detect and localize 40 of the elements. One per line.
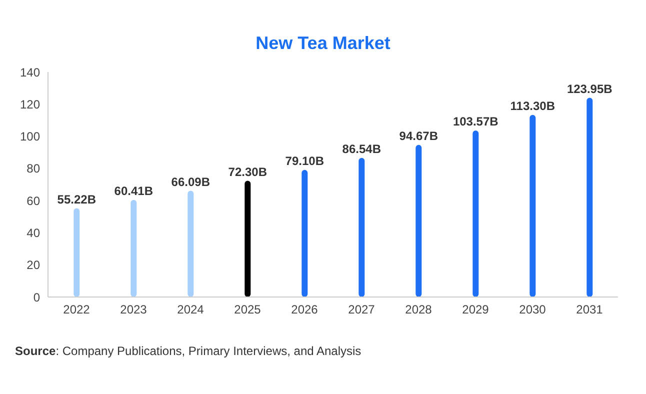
- x-tick-label: 2029: [462, 302, 490, 317]
- data-label: 86.54B: [342, 142, 382, 156]
- bar: [586, 98, 593, 297]
- x-tick-label: 2024: [177, 302, 204, 317]
- y-tick-label: 80: [26, 162, 40, 176]
- bar: [130, 200, 137, 297]
- bar: [244, 180, 251, 297]
- data-label: 103.57B: [452, 114, 499, 129]
- data-label: 55.22B: [57, 192, 96, 206]
- y-tick-label: 20: [26, 258, 40, 272]
- data-label: 113.30B: [510, 98, 556, 113]
- bar: [472, 130, 479, 297]
- x-tick-label: 2026: [291, 302, 318, 317]
- x-tick-label: 2028: [405, 302, 432, 317]
- x-tick-label: 2022: [63, 302, 90, 317]
- bar: [74, 208, 80, 297]
- bar: [302, 170, 308, 297]
- data-label: 60.41B: [114, 184, 154, 198]
- data-label: 94.67B: [399, 128, 438, 143]
- data-label: 72.30B: [228, 164, 268, 179]
- data-label: 123.95B: [566, 82, 613, 96]
- x-tick-label: 2023: [120, 302, 148, 317]
- x-tick-label: 2025: [234, 302, 262, 317]
- x-tick-label: 2030: [519, 302, 546, 317]
- x-tick-label: 2031: [576, 302, 604, 317]
- data-label: 79.10B: [285, 154, 324, 168]
- data-label: 66.09B: [171, 174, 210, 189]
- x-tick-label: 2027: [348, 302, 376, 317]
- y-tick-label: 40: [26, 226, 40, 240]
- y-tick-label: 120: [20, 97, 40, 112]
- source-note: Source: Company Publications, Primary Interviews, and Analysis: [15, 344, 362, 358]
- y-tick-label: 60: [26, 194, 40, 208]
- y-tick-label: 0: [33, 290, 40, 304]
- bar: [188, 190, 194, 297]
- chart-title: New Tea Market: [254, 33, 392, 54]
- y-tick-label: 100: [20, 130, 40, 144]
- bar: [358, 158, 365, 297]
- bar: [416, 144, 422, 297]
- y-tick-label: 140: [20, 65, 40, 80]
- bar: [530, 114, 536, 297]
